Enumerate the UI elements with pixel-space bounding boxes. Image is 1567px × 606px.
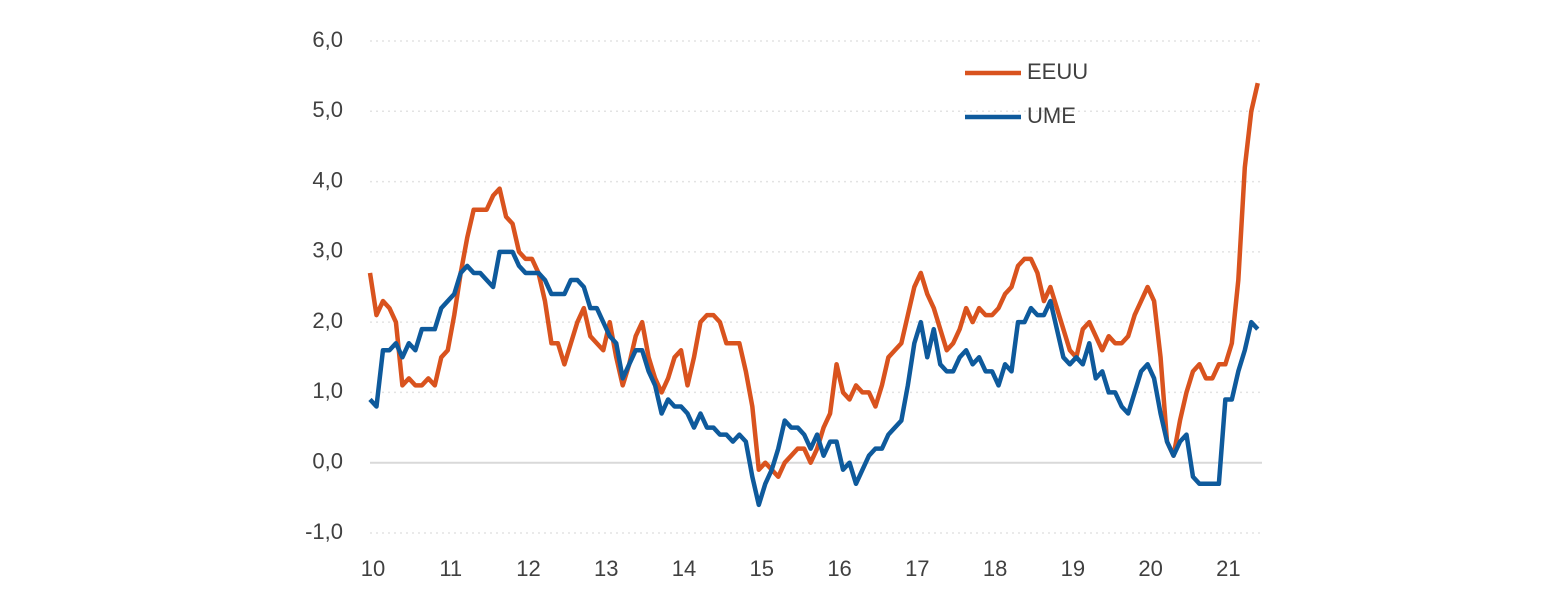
y-tick-label: -1,0 [305,519,343,544]
x-tick-label: 18 [983,556,1007,581]
series-line [367,82,1260,480]
x-tick-label: 15 [750,556,774,581]
legend-label: UME [1027,103,1076,128]
legend-label: EEUU [1027,59,1088,84]
y-tick-label: 0,0 [312,449,343,474]
x-tick-label: 17 [905,556,929,581]
x-tick-label: 21 [1216,556,1240,581]
x-tick-label: 14 [672,556,696,581]
y-tick-label: 3,0 [312,238,343,263]
x-tick-label: 12 [516,556,540,581]
x-tick-label: 11 [439,556,462,581]
x-tick-label: 19 [1061,556,1085,581]
x-tick-label: 16 [827,556,851,581]
y-tick-label: 6,0 [312,27,343,52]
x-tick-label: 20 [1138,556,1162,581]
y-tick-label: 2,0 [312,308,343,333]
series-line [368,249,1260,508]
x-tick-label: 10 [361,556,385,581]
y-tick-label: 5,0 [312,97,343,122]
y-tick-label: 4,0 [312,167,343,192]
y-tick-label: 1,0 [312,378,343,403]
x-tick-label: 13 [594,556,618,581]
